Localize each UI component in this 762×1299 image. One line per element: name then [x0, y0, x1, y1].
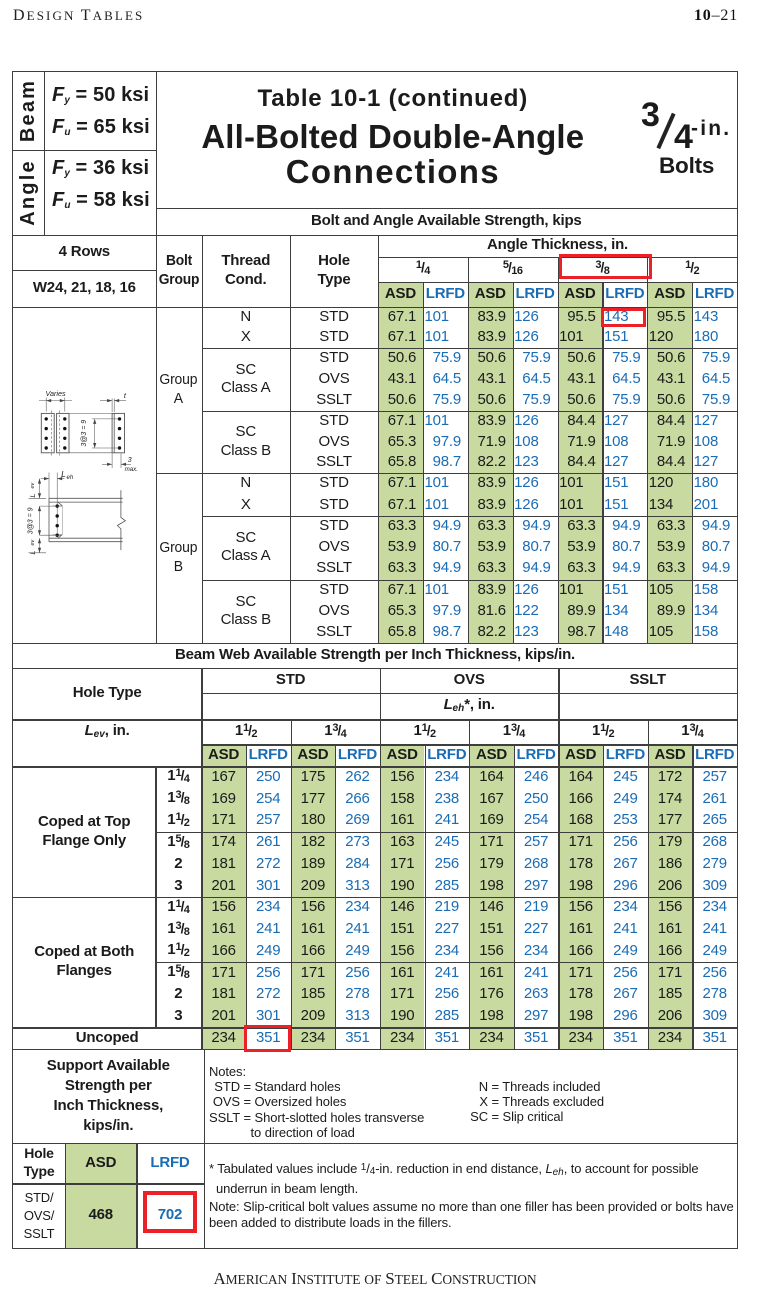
- svg-text:ev: ev: [29, 538, 35, 545]
- svg-text:eh: eh: [66, 474, 73, 480]
- svg-text:3@3 = 9: 3@3 = 9: [27, 507, 34, 534]
- svg-text:3@3 = 9: 3@3 = 9: [81, 419, 88, 446]
- svg-text:max.: max.: [124, 466, 137, 473]
- svg-text:L: L: [61, 468, 66, 478]
- svg-text:Varies: Varies: [45, 389, 66, 398]
- svg-text:ev: ev: [29, 481, 35, 488]
- svg-text:3: 3: [127, 456, 131, 463]
- svg-text:L: L: [27, 493, 36, 497]
- svg-text:L: L: [27, 550, 36, 554]
- svg-text:t: t: [123, 391, 126, 400]
